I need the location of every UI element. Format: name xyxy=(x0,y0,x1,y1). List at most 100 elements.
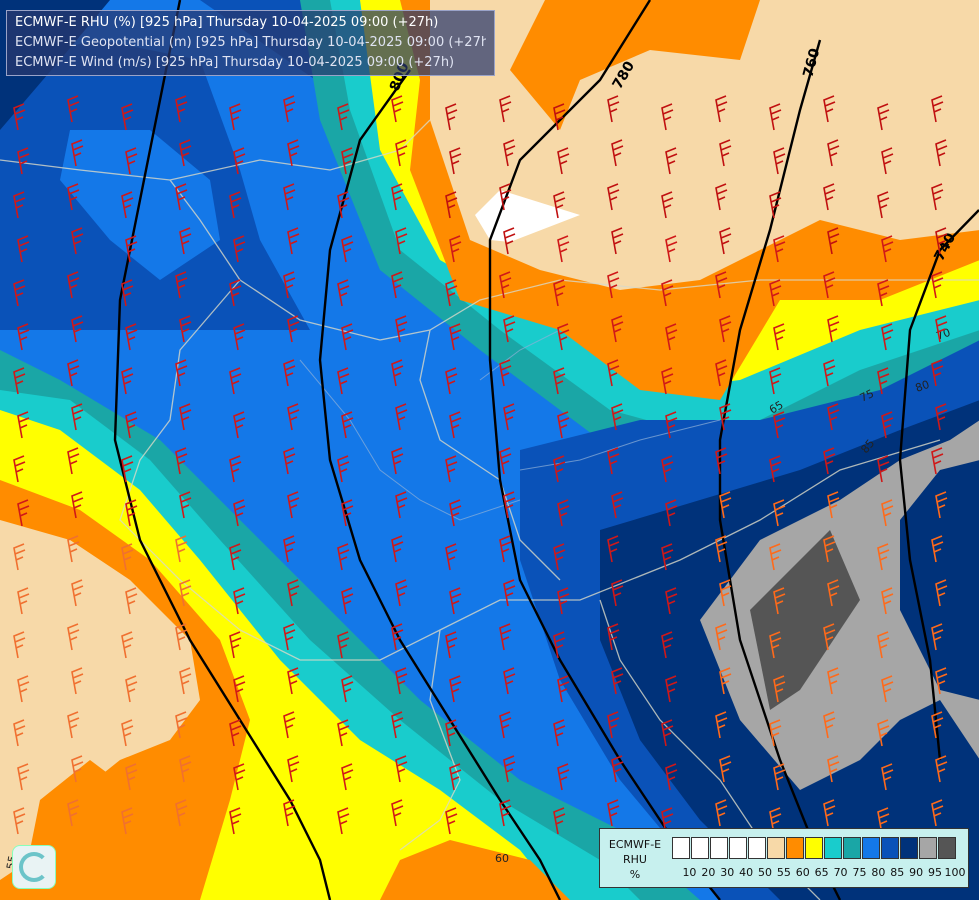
wind-barb xyxy=(661,367,674,395)
wind-barb xyxy=(395,579,408,607)
wind-barb xyxy=(881,147,894,175)
wind-barb xyxy=(287,227,300,255)
wind-barb xyxy=(557,763,570,791)
wind-barb xyxy=(607,623,620,651)
legend-tick: 10 xyxy=(682,866,697,879)
wind-barb xyxy=(175,535,188,563)
wind-barb xyxy=(121,631,134,659)
country-borders xyxy=(0,119,979,900)
wind-barb xyxy=(67,535,80,563)
wind-barb xyxy=(877,279,890,307)
wind-barb xyxy=(337,279,350,307)
legend-swatch xyxy=(710,837,728,859)
wind-barb xyxy=(229,367,242,395)
wind-barb xyxy=(233,411,246,439)
wind-barb xyxy=(391,183,404,211)
wind-barb xyxy=(611,491,624,519)
wind-barb xyxy=(283,447,296,475)
rhu-field-55-left xyxy=(0,520,200,880)
wind-barb xyxy=(877,807,890,835)
wind-barb xyxy=(823,447,836,475)
wind-barb xyxy=(827,667,840,695)
wind-barb xyxy=(719,315,732,343)
legend-tick: 55 xyxy=(776,866,791,879)
wind-barb xyxy=(17,323,30,351)
wind-barb xyxy=(17,675,30,703)
wind-barb xyxy=(931,271,944,299)
legend-tick: 75 xyxy=(852,866,867,879)
wind-barb xyxy=(715,711,728,739)
wind-barb xyxy=(121,807,134,835)
wind-barb xyxy=(283,535,296,563)
wind-barb xyxy=(395,491,408,519)
wind-barb xyxy=(823,271,836,299)
wind-barb xyxy=(337,455,350,483)
wind-barb xyxy=(125,147,138,175)
legend-swatch xyxy=(748,837,766,859)
wind-barb xyxy=(553,719,566,747)
legend-tick: 70 xyxy=(833,866,848,879)
wind-barb xyxy=(17,763,30,791)
legend-swatch xyxy=(824,837,842,859)
wind-barb xyxy=(827,315,840,343)
wind-barb xyxy=(827,755,840,783)
rhu-label-60: 60 xyxy=(495,852,509,865)
wind-barb xyxy=(503,139,516,167)
wind-barb xyxy=(233,675,246,703)
legend-tick: 30 xyxy=(720,866,735,879)
wind-barb xyxy=(665,763,678,791)
wind-barb xyxy=(17,147,30,175)
wind-barb xyxy=(715,623,728,651)
wind-barb xyxy=(13,279,26,307)
wind-barb xyxy=(931,447,944,475)
legend-model: ECMWF-E xyxy=(608,838,662,851)
wind-barb xyxy=(557,675,570,703)
wind-barb xyxy=(391,799,404,827)
wind-barb xyxy=(553,455,566,483)
wind-barb xyxy=(499,623,512,651)
wind-barb xyxy=(67,359,80,387)
wind-barb xyxy=(287,315,300,343)
wind-barb xyxy=(607,271,620,299)
wind-barb xyxy=(337,719,350,747)
wind-barb xyxy=(611,579,624,607)
wind-barb xyxy=(773,675,786,703)
geopotential-line-810 xyxy=(113,0,332,900)
wind-barb xyxy=(773,411,786,439)
wind-barb xyxy=(287,667,300,695)
wind-barb xyxy=(715,271,728,299)
wind-barb xyxy=(715,183,728,211)
wind-barb xyxy=(395,667,408,695)
legend-swatch xyxy=(919,837,937,859)
wind-barb xyxy=(553,191,566,219)
wind-barb xyxy=(233,499,246,527)
wind-barb xyxy=(287,139,300,167)
wind-barb xyxy=(499,183,512,211)
wind-barb xyxy=(503,579,516,607)
wind-barb xyxy=(71,315,84,343)
wind-barb xyxy=(769,543,782,571)
wind-barb xyxy=(13,367,26,395)
wind-barb xyxy=(13,543,26,571)
legend-swatch xyxy=(938,837,956,859)
wind-barb xyxy=(881,675,894,703)
wind-barb xyxy=(341,499,354,527)
wind-barb xyxy=(125,323,138,351)
wind-barb xyxy=(877,103,890,131)
wind-barb xyxy=(175,359,188,387)
wind-barb xyxy=(17,499,30,527)
wind-barb xyxy=(449,235,462,263)
legend-tick: 85 xyxy=(890,866,905,879)
wind-barb xyxy=(287,579,300,607)
wind-barb xyxy=(661,543,674,571)
wind-barb xyxy=(125,499,138,527)
wind-barb xyxy=(769,103,782,131)
wind-barb xyxy=(553,279,566,307)
wind-barb xyxy=(719,491,732,519)
rhu-field-60-bottom xyxy=(380,840,570,900)
legend-swatch xyxy=(900,837,918,859)
wind-barb xyxy=(503,315,516,343)
wind-barb xyxy=(665,323,678,351)
wind-barb xyxy=(665,411,678,439)
wind-barb xyxy=(395,139,408,167)
